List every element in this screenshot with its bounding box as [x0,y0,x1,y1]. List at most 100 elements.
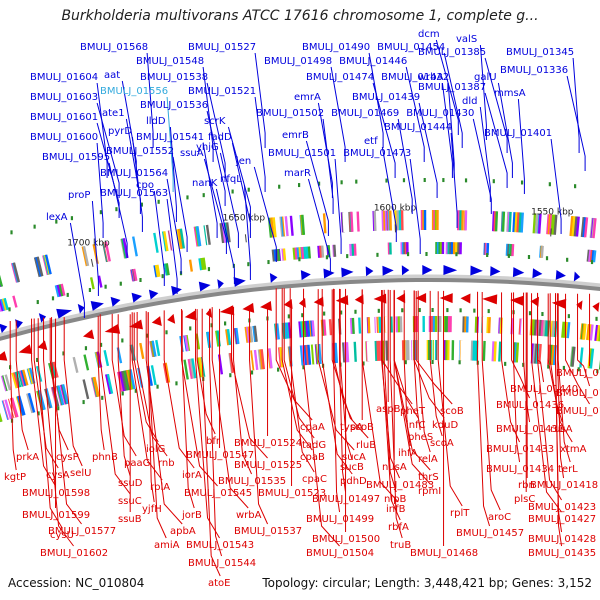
annotation-colour-bar [289,215,294,236]
annotation-colour-bar [45,388,54,409]
green-tick [376,252,379,257]
leader-polyline [303,288,340,547]
reverse-gene-label: ihfA [398,448,418,459]
green-tick [362,361,365,366]
reverse-leader-line [97,315,105,451]
annotation-colour-bar [229,352,235,373]
gene-arrow [219,305,235,316]
gene-arrow [460,293,471,304]
leader-polyline [108,162,128,258]
leader-line [146,52,154,148]
forward-gene-label: nfqL [220,174,242,185]
forward-gene-label: BMULJ_01439 [352,92,420,103]
gene-arrow [131,292,143,303]
annotation-colour-bar [271,249,276,262]
annotation-colour-bar [162,362,169,384]
annotation-colour-bar [366,341,370,362]
reverse-leader-line [577,293,591,387]
annotation-colour-bar [491,211,496,232]
annotation-colour-bar [537,213,542,234]
annotation-colour-bar [486,317,490,334]
leader-polyline [537,293,562,501]
reverse-gene-label: ssuD [118,478,143,489]
reverse-leader-line [383,289,397,493]
annotation-colour-bar [385,340,389,361]
green-tick [301,313,304,318]
leader-polyline [254,52,266,148]
green-tick [161,274,164,279]
leader-polyline [253,166,277,262]
leader-polyline [289,288,315,473]
leader-polyline [405,66,425,162]
gene-arrow [0,351,8,361]
gene-arrow [555,269,566,280]
leader-line [405,66,425,162]
leader-polyline [169,126,177,222]
leader-polyline [389,290,403,539]
green-tick-row [9,308,598,370]
annotation-colour-bar [511,244,515,257]
reverse-leader-line [321,289,353,475]
green-tick [224,321,227,326]
leader-line [409,158,421,254]
reverse-leader-line [339,288,347,493]
reverse-gene-label: BMULJ_01602 [40,548,108,559]
reverse-leader-line [117,314,131,477]
gene-arrow [422,265,433,276]
green-tick [51,296,55,301]
annotation-colour-bar [538,319,543,336]
green-tick [473,308,476,313]
gene-arrow [18,344,33,354]
forward-gene-label: fadD [208,132,232,143]
leader-line [96,122,120,218]
forward-gene-label: BMULJ_01454 [377,42,445,53]
reverse-gene-label: scpB [350,422,374,433]
green-tick [340,310,343,315]
gene-arrow [313,296,324,307]
annotation-colour-bar [491,341,495,362]
annotation-colour-bar [188,259,193,272]
gene-arrow [551,298,567,309]
green-tick [431,308,434,313]
reverse-gene-label: BMULJ_01431 [496,424,564,435]
leader-polyline [206,110,226,206]
kbp-tick-label: 1600 kbp [374,203,417,213]
green-tick [446,308,449,313]
reverse-gene-label: BMULJ_01525 [234,460,302,471]
leader-line [372,82,396,178]
kbp-tick-mark [244,234,247,243]
gene-arrow [576,300,583,311]
reverse-leader-line [37,318,63,529]
annotation-colour-bar [129,369,136,390]
annotation-colour-bar [36,256,44,277]
reverse-leader-line [31,318,56,487]
green-tick [404,360,407,365]
annotation-colour-bar [381,210,385,231]
reverse-gene-label: BMULJ_01544 [188,558,256,569]
annotation-colour-bar [509,243,513,257]
green-tick [355,179,358,184]
green-tick [577,367,580,372]
annotation-colour-bar [582,323,587,340]
leader-line [96,82,108,178]
leader-polyline [566,75,586,171]
leader-polyline [577,293,591,387]
reverse-leader-line [393,290,431,485]
reverse-gene-label: BMULJ_01403 [556,388,600,399]
reverse-gene-label: rplT [450,508,470,519]
forward-gene-label: BMULJ_01601 [30,112,98,123]
annotation-colour-bar [505,243,509,256]
annotation-colour-bar [1,298,8,311]
green-tick [156,384,159,389]
annotation-colour-bar [351,317,355,334]
green-tick [247,262,250,267]
green-tick [287,314,290,319]
reverse-gene-label: pheS [408,432,433,443]
annotation-colour-bar [592,218,597,239]
annotation-colour-bar [150,365,157,386]
annotation-colour-bar [564,321,569,339]
reverse-gene-label: BMULJ_01440 [510,384,578,395]
annotation-colour-bar [196,226,202,247]
leader-polyline [91,200,99,296]
leader-polyline [501,292,521,443]
